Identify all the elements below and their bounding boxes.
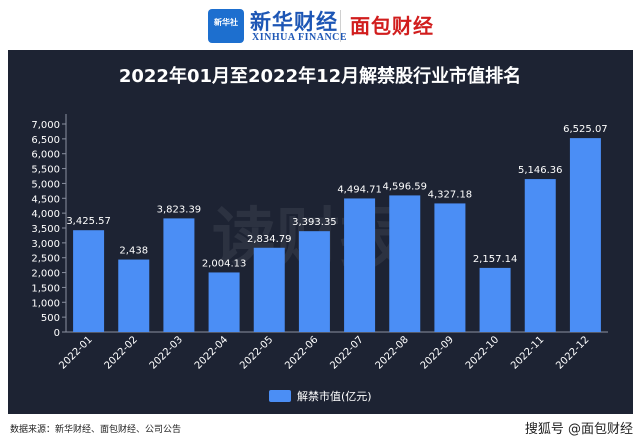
data-source: 数据来源：新华财经、面包财经、公司公告 (10, 425, 182, 435)
bar (389, 195, 421, 332)
x-tick-label: 2022-01 (57, 334, 94, 371)
x-tick-label: 2022-10 (464, 334, 501, 371)
x-tick-label: 2022-07 (328, 334, 365, 371)
bar (73, 230, 105, 332)
xinhua-finance-logo-en: XINHUA FINANCE (252, 32, 348, 43)
x-tick-label: 2022-12 (554, 334, 591, 371)
y-tick-label: 3,000 (31, 239, 60, 250)
y-tick-label: 2,500 (31, 254, 60, 265)
bar-data-label: 3,823.39 (157, 204, 202, 215)
xinhua-logo-badge-text: 新华社 (214, 18, 238, 27)
chart-title: 2022年01月至2022年12月解禁股行业市值排名 (119, 65, 521, 87)
bar (569, 138, 601, 332)
y-tick-label: 5,500 (31, 165, 60, 176)
bar (253, 247, 285, 332)
xinhua-finance-logo: 新华财经 (250, 9, 338, 34)
x-tick-label: 2022-08 (374, 334, 411, 371)
bar (479, 267, 511, 332)
bar (163, 218, 195, 332)
bar-data-label: 4,596.59 (382, 181, 427, 192)
bar (298, 231, 330, 332)
bar-chart: 2022年01月至2022年12月解禁股行业市值排名读财报05001,0001,… (31, 65, 608, 403)
y-tick-label: 6,500 (31, 135, 60, 146)
bar-data-label: 6,525.07 (563, 124, 608, 135)
header: 新华社 新华财经 XINHUA FINANCE 面包财经 (0, 0, 641, 50)
y-tick-label: 4,500 (31, 194, 60, 205)
y-tick-label: 7,000 (31, 120, 60, 131)
x-tick-label: 2022-06 (283, 334, 320, 371)
bar-data-label: 5,146.36 (518, 165, 563, 176)
bar-data-label: 2,004.13 (202, 258, 247, 269)
legend-label: 解禁市值(亿元) (297, 389, 372, 403)
bar (118, 259, 150, 332)
legend-swatch (269, 390, 291, 402)
y-tick-label: 2,000 (31, 269, 60, 280)
xinhua-logo-badge: 新华社 (208, 9, 244, 43)
y-tick-label: 5,000 (31, 179, 60, 190)
bar-data-label: 4,327.18 (428, 189, 473, 200)
bar (208, 272, 240, 332)
bar-data-label: 4,494.71 (337, 184, 382, 195)
bar-data-label: 2,157.14 (473, 254, 518, 265)
bar (524, 179, 556, 332)
y-tick-label: 1,500 (31, 283, 60, 294)
x-tick-label: 2022-03 (148, 334, 185, 371)
mianbao-logo: 面包财经 (350, 14, 434, 38)
bar-data-label: 3,393.35 (292, 217, 337, 228)
bar (344, 198, 376, 332)
x-tick-label: 2022-11 (509, 334, 546, 371)
y-tick-label: 0 (54, 328, 60, 339)
y-tick-label: 6,000 (31, 150, 60, 161)
x-tick-label: 2022-09 (419, 334, 456, 371)
x-tick-label: 2022-05 (238, 334, 275, 371)
bar-data-label: 2,834.79 (247, 234, 292, 245)
bar-data-label: 3,425.57 (66, 216, 111, 227)
bar-data-label: 2,438 (119, 246, 148, 257)
chart-panel: 2022年01月至2022年12月解禁股行业市值排名读财报05001,0001,… (8, 50, 633, 414)
watermark: 搜狐号 @面包财经 (524, 422, 633, 437)
y-tick-label: 500 (41, 313, 60, 324)
y-tick-label: 4,000 (31, 209, 60, 220)
logo-divider (340, 10, 341, 42)
x-tick-label: 2022-02 (103, 334, 140, 371)
y-tick-label: 1,000 (31, 298, 60, 309)
y-tick-label: 3,500 (31, 224, 60, 235)
x-tick-label: 2022-04 (193, 334, 230, 371)
bar (434, 203, 466, 332)
